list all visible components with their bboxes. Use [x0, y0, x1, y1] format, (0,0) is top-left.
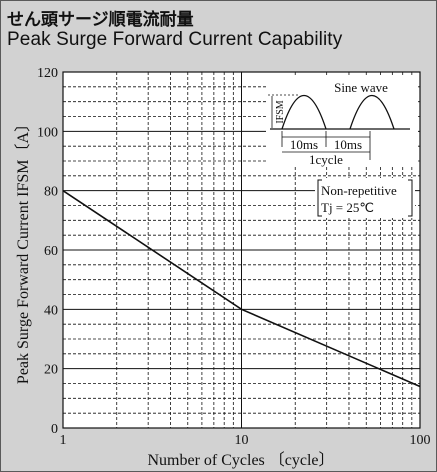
y-tick-label: 60	[44, 244, 58, 259]
x-tick-label: 100	[410, 433, 431, 448]
inset-ifsm-label: IFSM	[275, 100, 286, 123]
annotation-line-1: Non-repetitive	[321, 183, 397, 198]
y-tick-labels: 0 20 40 60 80 100 120	[37, 66, 58, 437]
conditions-annotation: Non-repetitive Tj = 25℃	[315, 178, 415, 218]
y-tick-label: 80	[44, 185, 58, 200]
y-tick-label: 40	[44, 303, 58, 318]
y-tick-label: 0	[51, 422, 58, 437]
inset-sine-wave: Sine wave IFSM 10ms 10ms 1cycle	[266, 75, 418, 167]
inset-label: Sine wave	[334, 80, 388, 95]
x-tick-label: 1	[60, 433, 67, 448]
chart-title-japanese: せん頭サージ順電流耐量	[7, 10, 194, 30]
series-line	[62, 190, 421, 388]
y-tick-label: 20	[44, 363, 58, 378]
chart-title: Peak Surge Forward Current Capability	[7, 29, 343, 50]
inset-period-2: 10ms	[334, 137, 362, 152]
x-axis-label: Number of Cycles 〔cycle〕	[147, 451, 334, 469]
x-tick-labels: 1 10 100	[60, 433, 431, 448]
inset-cycle-label: 1cycle	[309, 152, 343, 167]
y-tick-label: 100	[37, 125, 58, 140]
annotation-line-2: Tj = 25℃	[321, 200, 374, 215]
x-tick-label: 10	[235, 433, 249, 448]
y-tick-label: 120	[37, 66, 58, 81]
y-axis-label: Peak Surge Forward Current IFSM〔A〕	[14, 116, 32, 384]
inset-period-1: 10ms	[290, 137, 318, 152]
